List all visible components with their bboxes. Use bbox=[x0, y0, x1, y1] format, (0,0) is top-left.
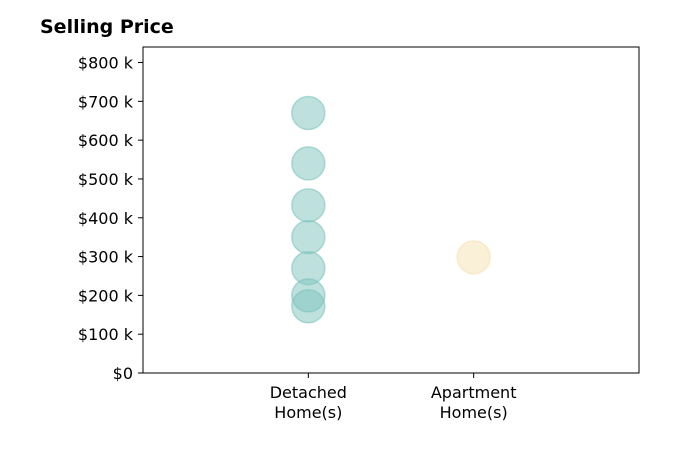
points-layer bbox=[291, 95, 491, 324]
plot-frame bbox=[142, 46, 640, 374]
y-tick-label: $200 k bbox=[78, 286, 134, 305]
y-tick-label: $600 k bbox=[78, 131, 134, 150]
data-point bbox=[291, 95, 326, 131]
data-point bbox=[291, 146, 326, 181]
data-point bbox=[291, 288, 326, 324]
data-point bbox=[291, 219, 326, 255]
y-tick-label: $300 k bbox=[78, 248, 134, 267]
y-axis: $0 $100 k $200 k $300 k $400 k $500 k $600 k $7… bbox=[78, 54, 143, 383]
data-point bbox=[291, 188, 326, 223]
y-tick-label: $400 k bbox=[78, 209, 134, 228]
y-tick-label: $0 bbox=[113, 364, 133, 383]
y-tick-label: $100 k bbox=[78, 325, 134, 344]
y-tick-label: $500 k bbox=[78, 170, 134, 189]
x-tick-label: Detached Home(s) bbox=[270, 383, 347, 422]
y-tick-label: $800 k bbox=[78, 54, 134, 73]
data-point bbox=[456, 240, 491, 275]
x-axis: Detached Home(s) Apartment Home(s) bbox=[270, 373, 517, 422]
y-tick-label: $700 k bbox=[78, 92, 134, 111]
x-tick-label: Apartment Home(s) bbox=[431, 383, 517, 422]
chart-title: Selling Price bbox=[40, 16, 174, 38]
